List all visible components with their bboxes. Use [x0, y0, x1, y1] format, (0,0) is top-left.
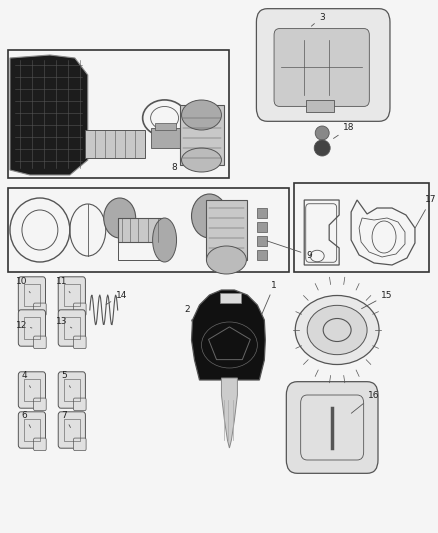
Bar	[64, 284, 80, 306]
FancyBboxPatch shape	[74, 398, 86, 410]
FancyBboxPatch shape	[34, 303, 46, 316]
Ellipse shape	[315, 126, 329, 140]
Bar	[8, 50, 230, 178]
FancyBboxPatch shape	[18, 277, 46, 313]
Ellipse shape	[295, 295, 379, 365]
Ellipse shape	[307, 305, 367, 354]
Text: 17: 17	[415, 196, 437, 228]
FancyBboxPatch shape	[34, 438, 46, 450]
FancyBboxPatch shape	[58, 310, 85, 346]
Bar	[24, 379, 40, 401]
Polygon shape	[10, 55, 88, 175]
Bar	[24, 284, 40, 306]
FancyBboxPatch shape	[18, 310, 46, 346]
Bar	[24, 317, 40, 339]
FancyBboxPatch shape	[34, 398, 46, 410]
Bar	[24, 419, 40, 441]
Text: 16: 16	[351, 391, 380, 413]
Ellipse shape	[181, 100, 222, 130]
Text: 1: 1	[261, 280, 277, 318]
Bar	[294, 183, 429, 272]
Text: 8: 8	[172, 159, 192, 173]
Ellipse shape	[181, 148, 222, 172]
Bar	[118, 218, 165, 260]
Bar	[85, 130, 145, 158]
Ellipse shape	[152, 218, 177, 262]
Text: 10: 10	[16, 278, 30, 293]
Bar	[180, 105, 224, 165]
Text: 2: 2	[185, 305, 198, 337]
Text: 15: 15	[361, 290, 393, 309]
Bar	[8, 188, 289, 272]
Bar	[155, 123, 176, 130]
Ellipse shape	[191, 194, 227, 238]
FancyBboxPatch shape	[256, 9, 390, 122]
Bar	[206, 200, 247, 260]
Bar	[306, 100, 334, 112]
Text: 5: 5	[61, 372, 71, 387]
Ellipse shape	[104, 198, 136, 238]
Text: 7: 7	[61, 410, 71, 427]
Text: 3: 3	[311, 12, 325, 26]
Bar	[258, 208, 267, 218]
Bar	[220, 293, 241, 303]
FancyBboxPatch shape	[74, 336, 86, 349]
Bar	[64, 419, 80, 441]
Text: 12: 12	[16, 320, 32, 329]
FancyBboxPatch shape	[34, 336, 46, 349]
Text: 6: 6	[21, 410, 31, 427]
Text: 18: 18	[333, 124, 355, 139]
FancyBboxPatch shape	[286, 382, 378, 473]
Bar	[151, 128, 180, 148]
FancyBboxPatch shape	[18, 372, 46, 408]
Bar	[64, 379, 80, 401]
Bar	[258, 222, 267, 232]
Polygon shape	[222, 378, 237, 448]
FancyBboxPatch shape	[58, 372, 85, 408]
Bar	[64, 317, 80, 339]
FancyBboxPatch shape	[58, 412, 85, 448]
Text: 4: 4	[21, 372, 31, 387]
Bar	[118, 218, 165, 242]
Polygon shape	[191, 290, 265, 380]
Text: 13: 13	[56, 318, 72, 328]
Text: 11: 11	[56, 278, 70, 293]
FancyBboxPatch shape	[18, 412, 46, 448]
FancyBboxPatch shape	[74, 438, 86, 450]
FancyBboxPatch shape	[74, 303, 86, 316]
Text: 9: 9	[267, 241, 312, 260]
Ellipse shape	[206, 246, 247, 274]
Text: 14: 14	[106, 290, 127, 304]
Bar	[258, 250, 267, 260]
Ellipse shape	[314, 140, 330, 156]
FancyBboxPatch shape	[274, 29, 369, 107]
FancyBboxPatch shape	[58, 277, 85, 313]
Bar	[258, 236, 267, 246]
